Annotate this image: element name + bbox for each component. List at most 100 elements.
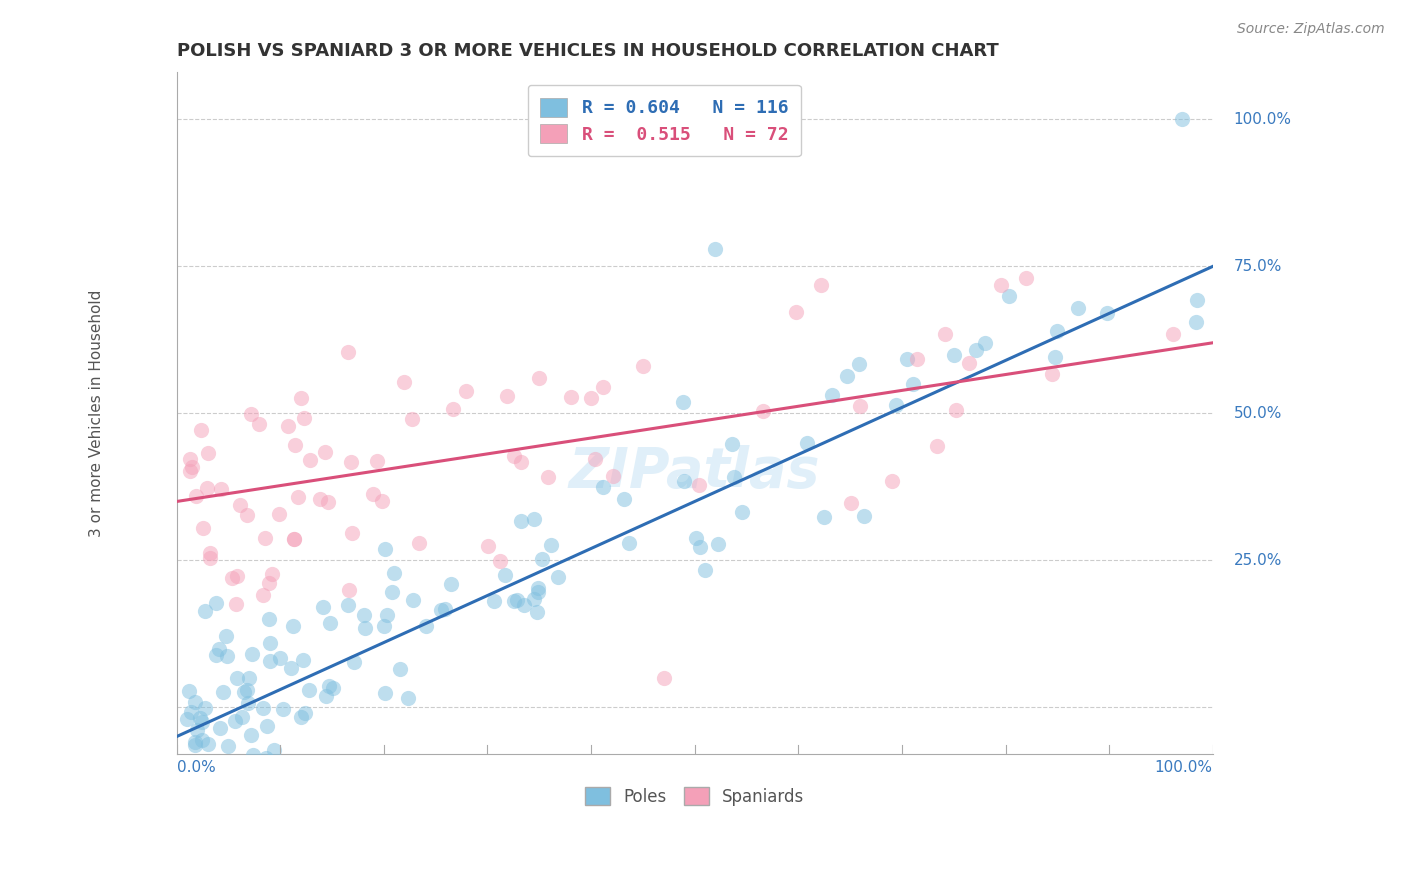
Point [277, 419, 299, 434]
Point [496, 389, 519, 403]
Point [813, 510, 835, 524]
Point [217, 739, 239, 754]
Point [880, 474, 903, 488]
Point [380, 584, 402, 599]
Point [259, 654, 281, 668]
Point [271, 702, 294, 716]
Point [235, 774, 257, 789]
Point [433, 602, 456, 616]
Point [343, 655, 366, 669]
Point [184, 696, 207, 710]
Point [1067, 301, 1090, 315]
Point [560, 390, 582, 404]
Point [290, 710, 312, 724]
Point [263, 743, 285, 757]
Point [513, 599, 536, 613]
Point [184, 735, 207, 749]
Point [205, 775, 228, 789]
Point [673, 474, 696, 488]
Point [354, 621, 377, 635]
Point [318, 615, 340, 630]
Point [853, 508, 876, 523]
Point [997, 289, 1019, 303]
Point [177, 684, 200, 698]
Point [208, 721, 231, 735]
Point [685, 531, 707, 545]
Point [190, 423, 212, 437]
Point [1095, 306, 1118, 320]
Point [523, 591, 546, 606]
Point [396, 691, 419, 706]
Point [896, 351, 918, 366]
Point [537, 470, 560, 484]
Text: ZIPatlas: ZIPatlas [569, 445, 821, 500]
Point [247, 417, 270, 432]
Point [235, 683, 257, 698]
Point [181, 459, 204, 474]
Point [401, 412, 423, 426]
Point [693, 563, 716, 577]
Point [253, 531, 276, 545]
Point [280, 661, 302, 675]
Point [318, 495, 340, 509]
Point [240, 407, 263, 421]
Point [269, 651, 291, 665]
Point [190, 859, 212, 873]
Point [353, 607, 375, 622]
Point [1185, 315, 1208, 329]
Point [652, 671, 675, 685]
Text: 25.0%: 25.0% [1233, 553, 1282, 567]
Point [233, 685, 256, 699]
Point [179, 464, 201, 478]
Point [240, 648, 263, 662]
Point [294, 706, 316, 720]
Point [212, 684, 235, 698]
Point [1015, 271, 1038, 285]
Point [256, 719, 278, 733]
Point [197, 445, 219, 459]
Point [308, 492, 330, 507]
Text: 100.0%: 100.0% [1154, 760, 1213, 775]
Point [180, 706, 202, 720]
Point [839, 496, 862, 510]
Point [366, 454, 388, 468]
Point [494, 567, 516, 582]
Point [238, 777, 260, 791]
Point [631, 359, 654, 374]
Point [489, 554, 512, 568]
Point [835, 369, 858, 384]
Point [723, 470, 745, 484]
Point [211, 482, 233, 496]
Point [374, 541, 396, 556]
Point [321, 767, 343, 781]
Point [1187, 293, 1209, 308]
Point [238, 671, 260, 685]
Point [1161, 327, 1184, 342]
Point [231, 710, 253, 724]
Point [252, 588, 274, 602]
Point [267, 507, 290, 521]
Point [322, 681, 344, 695]
Point [361, 487, 384, 501]
Point [592, 480, 614, 494]
Point [226, 568, 249, 582]
Point [942, 347, 965, 361]
Point [342, 526, 364, 541]
Point [382, 566, 405, 580]
Point [194, 603, 217, 617]
Point [284, 438, 307, 452]
Point [198, 551, 221, 566]
Point [602, 469, 624, 483]
Point [183, 738, 205, 752]
Point [619, 536, 641, 550]
Point [934, 327, 956, 342]
Point [259, 576, 281, 591]
Point [503, 450, 526, 464]
Point [957, 356, 980, 370]
Point [484, 593, 506, 607]
Point [752, 404, 775, 418]
Point [583, 451, 606, 466]
Point [531, 552, 554, 566]
Text: 75.0%: 75.0% [1233, 259, 1282, 274]
Point [1040, 367, 1063, 381]
